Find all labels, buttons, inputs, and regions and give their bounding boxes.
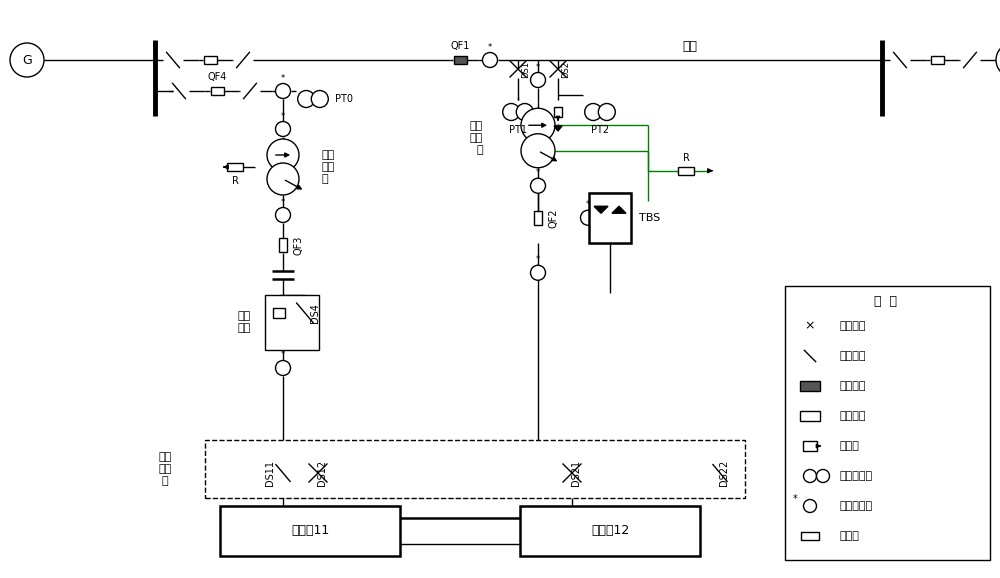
Bar (205, 440, 745, 498)
Bar (273, 308, 285, 318)
Text: 图  例: 图 例 (874, 295, 896, 307)
Text: 避雷器: 避雷器 (840, 441, 860, 451)
Text: 换流阓12: 换流阓12 (591, 524, 629, 538)
Circle shape (298, 91, 315, 108)
Text: TBS: TBS (639, 213, 660, 223)
Bar (801, 532, 819, 540)
Text: *: * (536, 62, 540, 72)
Bar (534, 211, 542, 225)
Text: 刀闸合位: 刀闸合位 (840, 321, 866, 331)
Text: DS1: DS1 (522, 61, 530, 77)
Bar (211, 87, 224, 95)
Circle shape (585, 103, 602, 120)
Circle shape (516, 103, 533, 120)
Circle shape (530, 265, 546, 280)
Circle shape (10, 43, 44, 77)
Bar (803, 441, 817, 451)
Text: QF1: QF1 (450, 41, 470, 51)
Bar (227, 163, 243, 171)
Text: DS11: DS11 (265, 460, 275, 486)
Text: 并联
变压
器: 并联 变压 器 (321, 150, 334, 184)
Circle shape (276, 83, 291, 98)
Circle shape (276, 361, 291, 376)
Circle shape (482, 53, 498, 68)
Text: 开关分位: 开关分位 (840, 411, 866, 421)
Text: *: * (281, 198, 285, 206)
Bar (279, 238, 287, 252)
Circle shape (267, 139, 299, 171)
Text: *: * (281, 73, 285, 83)
Text: 线路: 线路 (682, 39, 698, 53)
Bar (930, 56, 944, 64)
Text: QF4: QF4 (207, 72, 227, 82)
Text: PT0: PT0 (335, 94, 353, 104)
Text: 充电
电阵: 充电 电阵 (238, 311, 251, 333)
Bar (204, 56, 217, 64)
Circle shape (530, 178, 546, 193)
Text: 换流阓11: 换流阓11 (291, 524, 329, 538)
Text: PT2: PT2 (591, 125, 609, 135)
Text: DS2: DS2 (562, 61, 570, 77)
Polygon shape (594, 206, 608, 213)
Bar (589, 192, 631, 243)
Text: 刀闸
连接
区: 刀闸 连接 区 (158, 453, 172, 486)
Bar (678, 166, 694, 175)
Text: *: * (488, 43, 492, 51)
Text: *: * (281, 112, 285, 120)
Text: PT1: PT1 (509, 125, 527, 135)
Circle shape (580, 210, 596, 225)
Text: *: * (536, 168, 540, 177)
Circle shape (276, 121, 291, 136)
Circle shape (816, 469, 830, 483)
Text: 开关合位: 开关合位 (840, 381, 866, 391)
Text: R: R (232, 176, 238, 186)
Bar (800, 411, 820, 421)
Circle shape (530, 72, 546, 87)
Circle shape (996, 43, 1000, 77)
Text: 电流互感器: 电流互感器 (840, 501, 873, 511)
Text: DS22: DS22 (719, 460, 729, 486)
Bar (554, 107, 562, 117)
Circle shape (503, 103, 520, 120)
Bar (454, 56, 466, 64)
Text: 电压互感器: 电压互感器 (840, 471, 873, 481)
Text: QF3: QF3 (293, 235, 303, 255)
Polygon shape (612, 206, 626, 213)
Text: QF2: QF2 (548, 208, 558, 228)
Text: *: * (586, 200, 590, 209)
Text: *: * (793, 494, 797, 504)
Text: *: * (536, 255, 540, 264)
Bar (265, 295, 319, 350)
Bar (520, 506, 700, 556)
Text: R: R (683, 153, 689, 163)
Circle shape (311, 91, 328, 108)
Circle shape (267, 163, 299, 195)
Bar (220, 506, 400, 556)
Text: DS12: DS12 (317, 460, 327, 486)
Text: 电阻器: 电阻器 (840, 531, 860, 541)
Polygon shape (554, 126, 562, 131)
Circle shape (598, 103, 615, 120)
Circle shape (804, 469, 816, 483)
Bar (785, 286, 990, 560)
Text: G: G (22, 54, 32, 66)
Text: 刀闸分位: 刀闸分位 (840, 351, 866, 361)
Circle shape (276, 208, 291, 223)
Text: *: * (281, 350, 285, 360)
Text: DS21: DS21 (571, 460, 581, 486)
Circle shape (521, 108, 555, 142)
Bar (800, 381, 820, 391)
Text: 串联
变压
器: 串联 变压 器 (470, 121, 483, 154)
Circle shape (804, 499, 816, 513)
Text: ×: × (805, 320, 815, 332)
Text: DS4: DS4 (310, 303, 320, 323)
Circle shape (521, 134, 555, 168)
